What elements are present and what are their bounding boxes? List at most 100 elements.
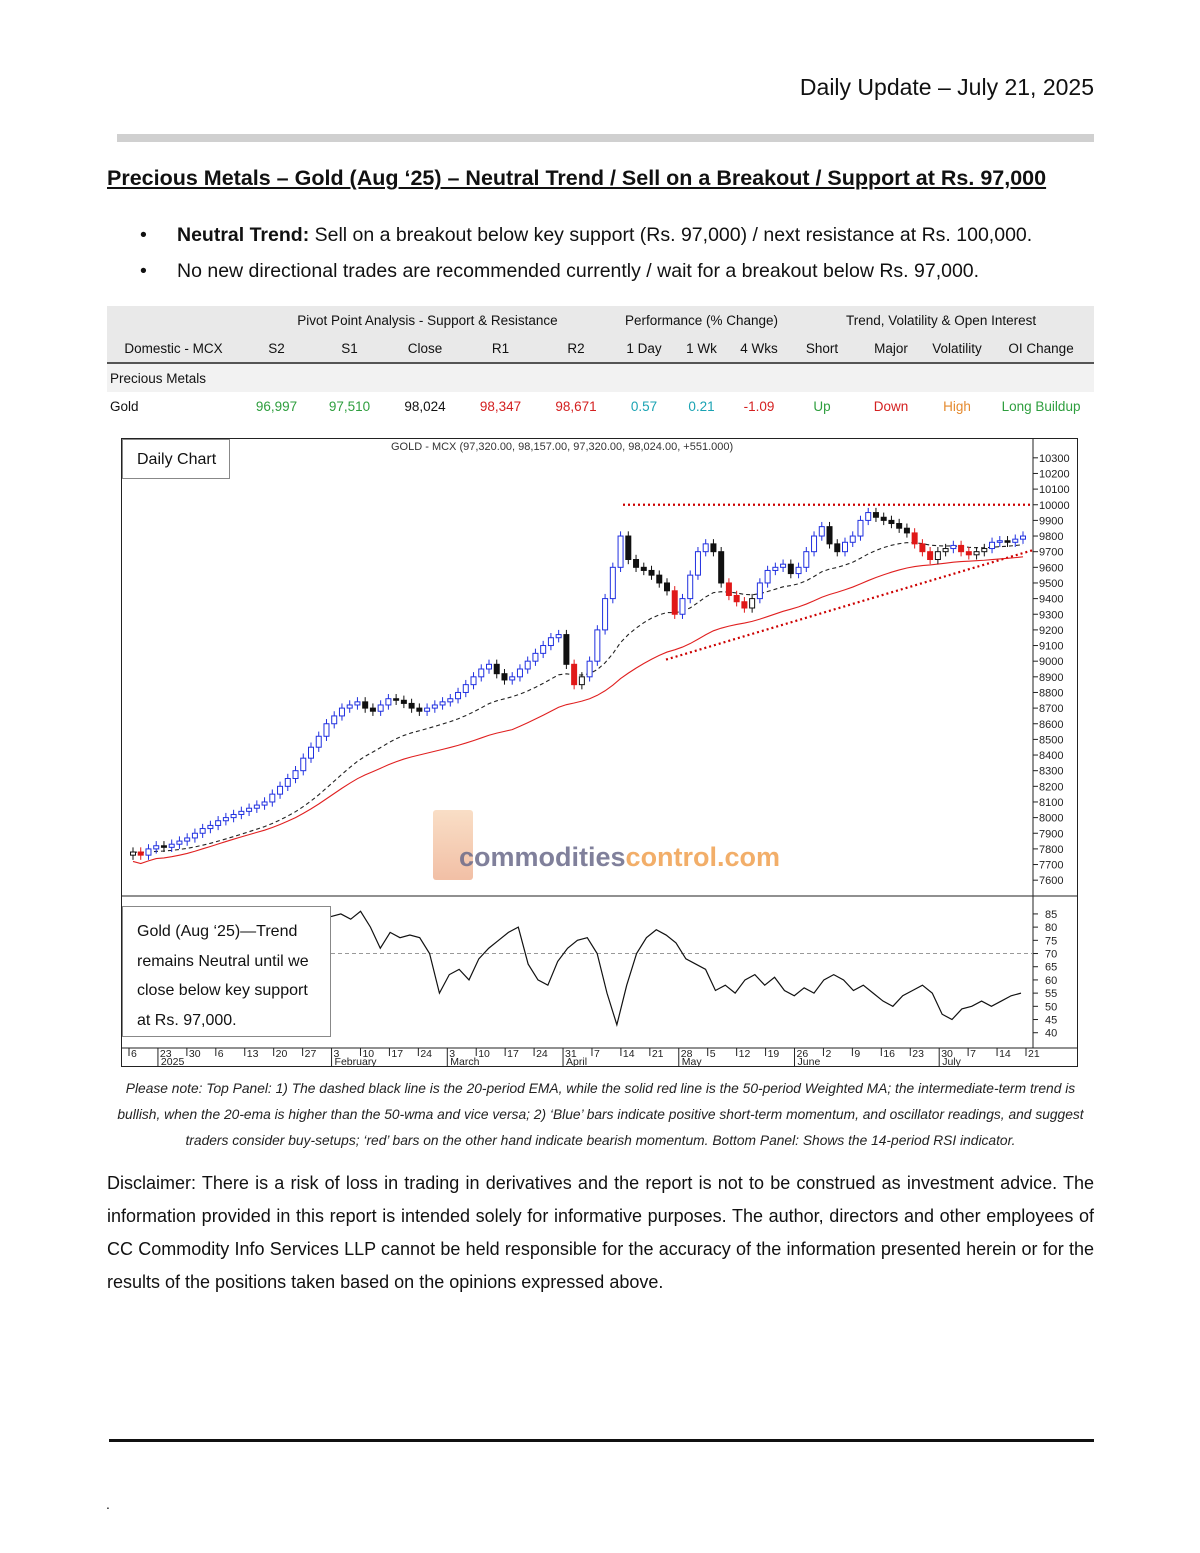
candle-body xyxy=(602,598,609,631)
cell-r1: 98,347 xyxy=(479,398,522,414)
candle-body xyxy=(354,701,361,706)
candle-body xyxy=(888,519,895,525)
col-header: R1 xyxy=(464,334,537,364)
candle-body xyxy=(965,551,972,556)
bullet-text: No new directional trades are recommende… xyxy=(177,260,980,282)
candle-body xyxy=(184,837,191,842)
month-label: February xyxy=(335,1056,378,1068)
x-tick-label: 31 xyxy=(565,1048,577,1060)
price-tick-label: 10000 xyxy=(1039,500,1070,512)
candle-body xyxy=(191,832,198,839)
cell-close: 98,024 xyxy=(404,398,446,414)
price-tick-label: 7800 xyxy=(1039,844,1063,856)
price-tick-label: 9300 xyxy=(1039,609,1063,621)
candle-body xyxy=(718,551,725,584)
cell-r2: 98,671 xyxy=(555,398,597,414)
group-pivot: Pivot Point Analysis - Support & Resista… xyxy=(240,306,615,334)
col-header: S1 xyxy=(313,334,386,364)
candle-body xyxy=(385,698,392,706)
candle-body xyxy=(710,543,717,553)
rsi-tick-label: 80 xyxy=(1045,922,1057,934)
x-tick-label: 16 xyxy=(883,1048,895,1060)
candle-body xyxy=(996,540,1003,543)
daily-chart-label: Daily Chart xyxy=(122,439,230,479)
price-tick-label: 8000 xyxy=(1039,813,1063,825)
candle-body xyxy=(780,563,787,568)
candle-body xyxy=(671,590,678,615)
x-tick-label: 12 xyxy=(739,1048,751,1060)
candle-body xyxy=(896,523,903,529)
candle-body xyxy=(795,566,802,575)
watermark-logo-icon xyxy=(433,810,473,880)
candle-body xyxy=(400,699,407,704)
disclaimer: Disclaimer: There is a risk of loss in t… xyxy=(107,1173,1094,1292)
chart-note: Please note: Top Panel: 1) The dashed bl… xyxy=(117,1081,1084,1148)
x-tick-label: 30 xyxy=(941,1048,953,1060)
bullet-item: No new directional trades are recommende… xyxy=(140,256,1032,292)
candle-body xyxy=(323,723,330,737)
candle-body xyxy=(284,778,291,787)
x-tick-label: 21 xyxy=(1028,1048,1040,1060)
candle-body xyxy=(246,807,253,812)
month-label: April xyxy=(566,1056,587,1068)
price-tick-label: 9600 xyxy=(1039,562,1063,574)
price-tick-label: 8200 xyxy=(1039,781,1063,793)
candle-body xyxy=(772,566,779,571)
candle-body xyxy=(818,526,825,537)
price-tick-label: 9500 xyxy=(1039,578,1063,590)
rsi-tick-label: 85 xyxy=(1045,909,1057,921)
candle-body xyxy=(455,691,462,700)
rsi-tick-label: 50 xyxy=(1045,1001,1057,1013)
wma-50-line xyxy=(132,556,1024,865)
rsi-tick-label: 45 xyxy=(1045,1015,1057,1027)
price-tick-label: 8300 xyxy=(1039,766,1063,778)
col-header: Close xyxy=(386,334,464,364)
month-label: 2025 xyxy=(161,1056,185,1068)
candle-body xyxy=(269,793,276,803)
x-tick-label: 13 xyxy=(247,1048,259,1060)
candle-body xyxy=(625,535,632,560)
candle-body xyxy=(741,601,748,609)
bullet-text: Sell on a breakout below key support (Rs… xyxy=(309,224,1033,246)
candle-body xyxy=(160,845,167,848)
candle-body xyxy=(207,824,214,830)
candle-body xyxy=(950,544,957,550)
x-tick-label: 3 xyxy=(449,1048,455,1060)
cell-1day: 0.57 xyxy=(630,398,658,414)
candle-body xyxy=(942,548,949,553)
candle-body xyxy=(168,843,175,848)
candle-body xyxy=(787,563,794,575)
candle-body xyxy=(230,813,237,819)
price-tick-label: 8800 xyxy=(1039,687,1063,699)
x-tick-label: 19 xyxy=(768,1048,780,1060)
rsi-tick-label: 40 xyxy=(1045,1028,1057,1040)
bullet-item: Neutral Trend: Sell on a breakout below … xyxy=(140,220,1032,256)
candle-body xyxy=(679,598,686,615)
price-tick-label: 8900 xyxy=(1039,672,1063,684)
rsi-panel-label: Gold (Aug ‘25)—Trend remains Neutral unt… xyxy=(122,906,331,1037)
price-tick-label: 9800 xyxy=(1039,531,1063,543)
candle-body xyxy=(501,673,508,681)
candle-body xyxy=(547,637,554,647)
candle-body xyxy=(331,715,338,725)
col-header: S2 xyxy=(240,334,313,364)
candle-body xyxy=(315,735,322,748)
candle-body xyxy=(292,770,299,779)
candle-body xyxy=(277,785,284,795)
col-header: Major xyxy=(856,334,927,364)
candle-body xyxy=(958,544,965,553)
price-tick-label: 9700 xyxy=(1039,547,1063,559)
candle-body xyxy=(447,698,454,703)
col-header: 1 Day xyxy=(615,334,673,364)
report-date: Daily Update – July 21, 2025 xyxy=(799,74,1094,100)
candle-body xyxy=(849,535,856,543)
candle-body xyxy=(756,582,763,600)
x-tick-label: 5 xyxy=(710,1048,716,1060)
candle-body xyxy=(145,848,152,856)
candle-body xyxy=(369,707,376,712)
table-group-header: Pivot Point Analysis - Support & Resista… xyxy=(107,306,1095,334)
x-tick-label: 26 xyxy=(797,1048,809,1060)
candle-body xyxy=(524,660,531,670)
gold-chart: GOLD - MCX (97,320.00, 98,157.00, 97,320… xyxy=(121,438,1078,1068)
col-header: Short xyxy=(788,334,857,364)
